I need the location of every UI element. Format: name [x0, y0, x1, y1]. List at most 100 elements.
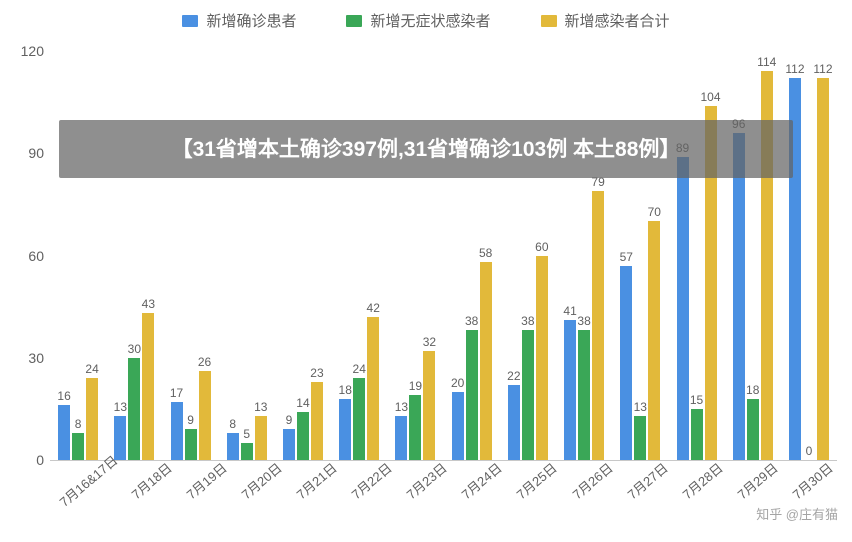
bar-total: 13: [255, 416, 267, 460]
y-tick: 30: [8, 350, 44, 366]
bars-container: 1682413304317926851391423182442131932203…: [50, 51, 837, 460]
bar-total: 26: [199, 371, 211, 460]
overlay-banner: 【31省增本土确诊397例,31省增确诊103例 本土88例】: [59, 120, 793, 178]
bar-total: 32: [423, 351, 435, 460]
bar-group: 17926: [162, 51, 218, 460]
bar-asymptomatic: 9: [185, 429, 197, 460]
bar-asymptomatic: 15: [691, 409, 703, 460]
bar-group: 5713 70: [612, 51, 668, 460]
bar-confirmed: 57: [620, 266, 632, 460]
bar-confirmed: 18: [339, 399, 351, 460]
bar-confirmed: 13: [114, 416, 126, 460]
bar-value-label: 22: [507, 369, 520, 383]
bar-value-label: 8: [75, 417, 82, 431]
bar-value-label: 18: [339, 383, 352, 397]
bar-value-label: 23: [310, 366, 323, 380]
bar-value-label: 112: [785, 62, 804, 76]
bar-value-label: 13: [114, 400, 127, 414]
bar-asymptomatic: 38: [466, 330, 478, 460]
bar-group: 133043: [106, 51, 162, 460]
bar-confirmed: 8: [227, 433, 239, 460]
bar-value-label: 24: [85, 362, 98, 376]
bar-confirmed: 16: [58, 405, 70, 460]
x-axis-labels: 7月16&17日7月18日7月19日7月20日7月21日7月22日7月23日7月…: [50, 465, 837, 525]
legend-item-0: 新增确诊患者: [182, 10, 296, 31]
legend-label: 新增确诊患者: [206, 10, 296, 31]
bar-confirmed: 17: [171, 402, 183, 460]
bar-value-label: 60: [535, 240, 548, 254]
bar-total: 79: [592, 191, 604, 460]
bar-total: 24: [86, 378, 98, 460]
plot-area: 1682413304317926851391423182442131932203…: [50, 51, 837, 461]
bar-asymptomatic: 38: [578, 330, 590, 460]
chart: 1682413304317926851391423182442131932203…: [0, 41, 852, 471]
bar-total: 58: [480, 262, 492, 460]
bar-value-label: 112: [813, 62, 832, 76]
bar-value-label: 58: [479, 246, 492, 260]
bar-value-label: 38: [521, 314, 534, 328]
bar-value-label: 104: [701, 90, 721, 104]
bar-value-label: 14: [296, 396, 309, 410]
bar-group: 203858: [444, 51, 500, 460]
bar-value-label: 13: [634, 400, 647, 414]
bar-group: 91423: [275, 51, 331, 460]
bar-value-label: 8: [229, 417, 236, 431]
bar-asymptomatic: 30: [128, 358, 140, 460]
bar-group: 413879: [556, 51, 612, 460]
watermark: 知乎 @庄有猫: [756, 504, 838, 523]
bar-asymptomatic: 18: [747, 399, 759, 460]
y-tick: 90: [8, 145, 44, 161]
bar-value-label: 19: [409, 379, 422, 393]
bar-value-label: 41: [563, 304, 576, 318]
bar-total: 112: [817, 78, 829, 460]
legend-label: 新增无症状感染者: [370, 10, 490, 31]
bar-group: 16824: [50, 51, 106, 460]
bar-confirmed: 22: [508, 385, 520, 460]
bar-value-label: 30: [128, 342, 141, 356]
bar-value-label: 24: [353, 362, 366, 376]
bar-confirmed: 41: [564, 320, 576, 460]
bar-confirmed: 13: [395, 416, 407, 460]
bar-value-label: 38: [577, 314, 590, 328]
legend-item-2: 新增感染者合计: [541, 10, 670, 31]
bar-value-label: 43: [142, 297, 155, 311]
bar-group: 182442: [331, 51, 387, 460]
bar-asymptomatic: 8: [72, 433, 84, 460]
bar-confirmed: 89: [677, 157, 689, 460]
bar-asymptomatic: 24: [353, 378, 365, 460]
bar-value-label: 26: [198, 355, 211, 369]
bar-value-label: 17: [170, 386, 183, 400]
bar-group: 131932: [387, 51, 443, 460]
bar-value-label: 9: [286, 413, 293, 427]
bar-value-label: 13: [395, 400, 408, 414]
bar-value-label: 42: [367, 301, 380, 315]
bar-value-label: 38: [465, 314, 478, 328]
y-tick: 60: [8, 248, 44, 264]
bar-confirmed: 20: [452, 392, 464, 460]
bar-value-label: 5: [243, 427, 250, 441]
y-tick: 120: [8, 43, 44, 59]
bar-value-label: 70: [648, 205, 661, 219]
bar-group: 9618114: [725, 51, 781, 460]
bar-asymptomatic: 19: [409, 395, 421, 460]
bar-value-label: 13: [254, 400, 267, 414]
bar-asymptomatic: 5: [241, 443, 253, 460]
bar-group: 8915 104: [668, 51, 724, 460]
bar-total: 43: [142, 313, 154, 460]
y-tick: 0: [8, 452, 44, 468]
bar-value-label: 20: [451, 376, 464, 390]
bar-asymptomatic: 14: [297, 412, 309, 460]
bar-value-label: 15: [690, 393, 703, 407]
bar-group: 223860: [500, 51, 556, 460]
legend: 新增确诊患者 新增无症状感染者 新增感染者合计: [0, 0, 852, 41]
bar-confirmed: 96: [733, 133, 745, 460]
legend-swatch: [182, 15, 198, 27]
bar-total: 23: [311, 382, 323, 460]
bar-group: 8513: [219, 51, 275, 460]
bar-total: 42: [367, 317, 379, 460]
bar-value-label: 9: [187, 413, 194, 427]
bar-group: 1120112: [781, 51, 837, 460]
bar-asymptomatic: 38: [522, 330, 534, 460]
legend-label: 新增感染者合计: [565, 10, 670, 31]
bar-value-label: 18: [746, 383, 759, 397]
